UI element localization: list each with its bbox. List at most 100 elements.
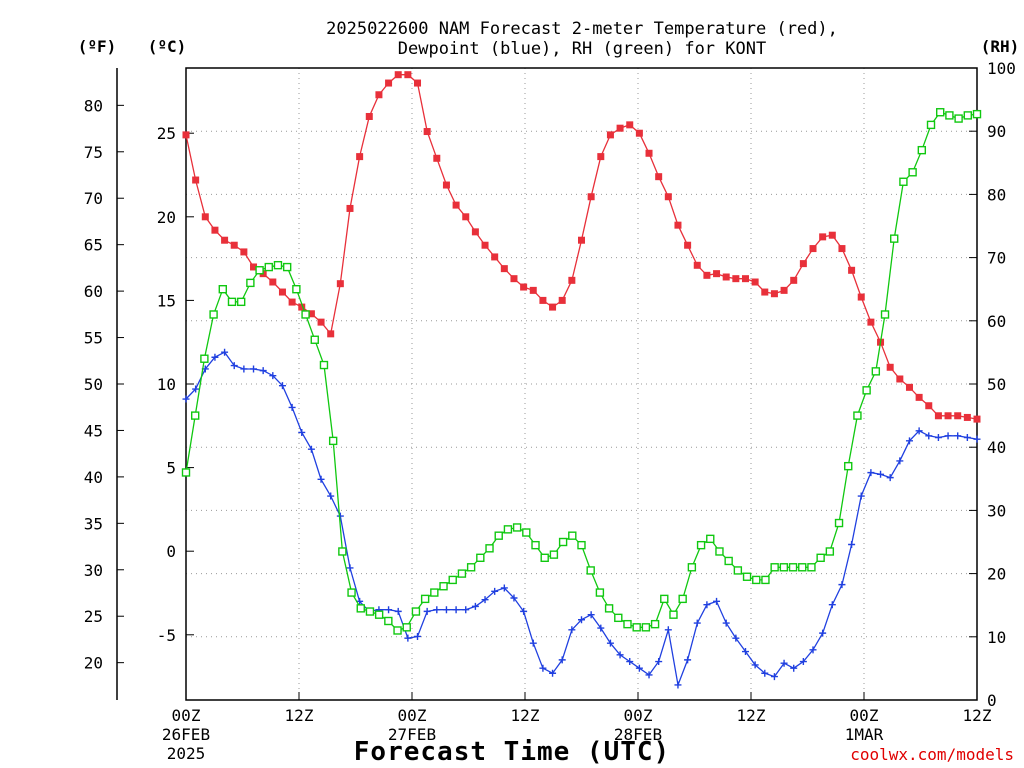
x-tick-date-label: 27FEB: [388, 725, 436, 744]
rh-point: [227, 297, 237, 307]
celsius-tick-label: 25: [157, 124, 176, 143]
dewpoint-point: [578, 616, 585, 624]
rh-point: [650, 619, 660, 629]
dewpoint-point: [433, 606, 441, 614]
temperature-point: [751, 278, 759, 286]
temperature-point: [616, 124, 624, 132]
x-tick-label: 00Z: [624, 706, 653, 725]
dewpoint-point: [857, 492, 865, 500]
dewpoint-point: [558, 656, 566, 664]
rh-point: [301, 310, 310, 319]
rh-tick-label: 40: [987, 438, 1006, 457]
dewpoint-point: [491, 587, 499, 595]
temperature-point: [558, 296, 566, 304]
rh-point: [752, 575, 761, 585]
rh-point: [531, 540, 540, 550]
temperature-point: [278, 288, 286, 296]
dewpoint-point: [423, 607, 431, 615]
rh-tick-label: 50: [987, 375, 1006, 394]
rh-point: [733, 566, 743, 575]
dewpoint-point: [182, 395, 190, 403]
temperature-point: [732, 275, 740, 283]
temperature-point: [442, 181, 450, 189]
fahrenheit-tick-label: 55: [84, 329, 103, 348]
temperature-point: [606, 131, 614, 139]
fahrenheit-tick-label: 35: [84, 514, 103, 533]
temperature-point: [780, 286, 788, 294]
fahrenheit-tick-label: 25: [84, 607, 103, 626]
temperature-point: [240, 248, 248, 256]
dewpoint-point: [877, 470, 885, 478]
rh-point: [568, 531, 577, 540]
dewpoint-point: [761, 669, 769, 677]
temperature-point: [819, 233, 827, 241]
rh-point: [963, 111, 973, 120]
dewpoint-point: [481, 596, 489, 604]
rh-point: [687, 563, 697, 572]
temperature-point: [336, 280, 344, 288]
rh-tick-label: 100: [987, 59, 1016, 78]
fahrenheit-tick-label: 50: [84, 375, 103, 394]
dewpoint-point: [655, 658, 663, 666]
temperature-point: [327, 330, 335, 338]
dewpoint-point: [240, 365, 248, 373]
grid-lines: [186, 68, 977, 700]
rh-tick-label: 0: [987, 691, 997, 710]
rh-point: [457, 569, 467, 578]
temperature-point: [597, 153, 605, 161]
temperature-point: [954, 412, 962, 420]
rh-point: [282, 262, 292, 272]
temperature-point: [664, 193, 672, 201]
dewpoint-point: [327, 492, 335, 500]
rh-point: [890, 234, 899, 243]
dewpoint-point: [684, 656, 692, 664]
rh-point: [807, 563, 816, 572]
rh-point: [899, 177, 908, 186]
temperature-point: [838, 245, 846, 253]
rh-point: [365, 607, 375, 616]
rh-point: [936, 108, 945, 117]
temperature-point: [896, 375, 904, 383]
rh-point: [190, 411, 200, 420]
rh-point: [411, 607, 421, 616]
rh-point: [926, 120, 936, 130]
dewpoint-point: [346, 564, 354, 572]
chart-title-line1: 2025022600 NAM Forecast 2-meter Temperat…: [326, 19, 838, 39]
dewpoint-point: [462, 606, 470, 614]
rh-point: [236, 297, 246, 307]
rh-line: [185, 111, 978, 632]
dewpoint-point: [230, 362, 238, 370]
rh-point: [678, 594, 687, 604]
dewpoint-line: [185, 351, 978, 688]
temperature-point: [182, 131, 190, 139]
dewpoint-point: [211, 353, 219, 361]
temperature-point: [944, 412, 952, 420]
rh-point: [522, 528, 531, 537]
rh-point: [466, 563, 476, 572]
temperature-point: [790, 276, 798, 284]
rh-point: [485, 544, 494, 553]
chart-title-line2: Dewpoint (blue), RH (green) for KONT: [398, 39, 766, 59]
rh-point: [696, 540, 706, 550]
rh-point: [393, 626, 402, 635]
credit-text: coolwx.com/models: [850, 745, 1014, 764]
dewpoint-point: [385, 606, 393, 614]
rh-point: [595, 588, 605, 597]
dewpoint-point: [606, 639, 614, 647]
rh-point: [476, 553, 485, 562]
temperature-point: [375, 91, 383, 99]
rh-point: [292, 285, 301, 294]
dewpoint-point: [317, 475, 325, 483]
temperature-point: [269, 278, 277, 286]
rh-point: [954, 114, 963, 123]
dewpoint-point: [944, 432, 952, 440]
dewpoint-point: [780, 659, 788, 667]
temperature-point: [799, 260, 807, 268]
rh-point: [384, 616, 393, 626]
temperature-point: [626, 121, 634, 129]
rh-point: [706, 534, 715, 544]
dewpoint-point: [722, 619, 730, 627]
rh-point: [577, 540, 586, 550]
unit-label-rh: (RH): [981, 37, 1020, 56]
rh-point: [972, 109, 982, 119]
